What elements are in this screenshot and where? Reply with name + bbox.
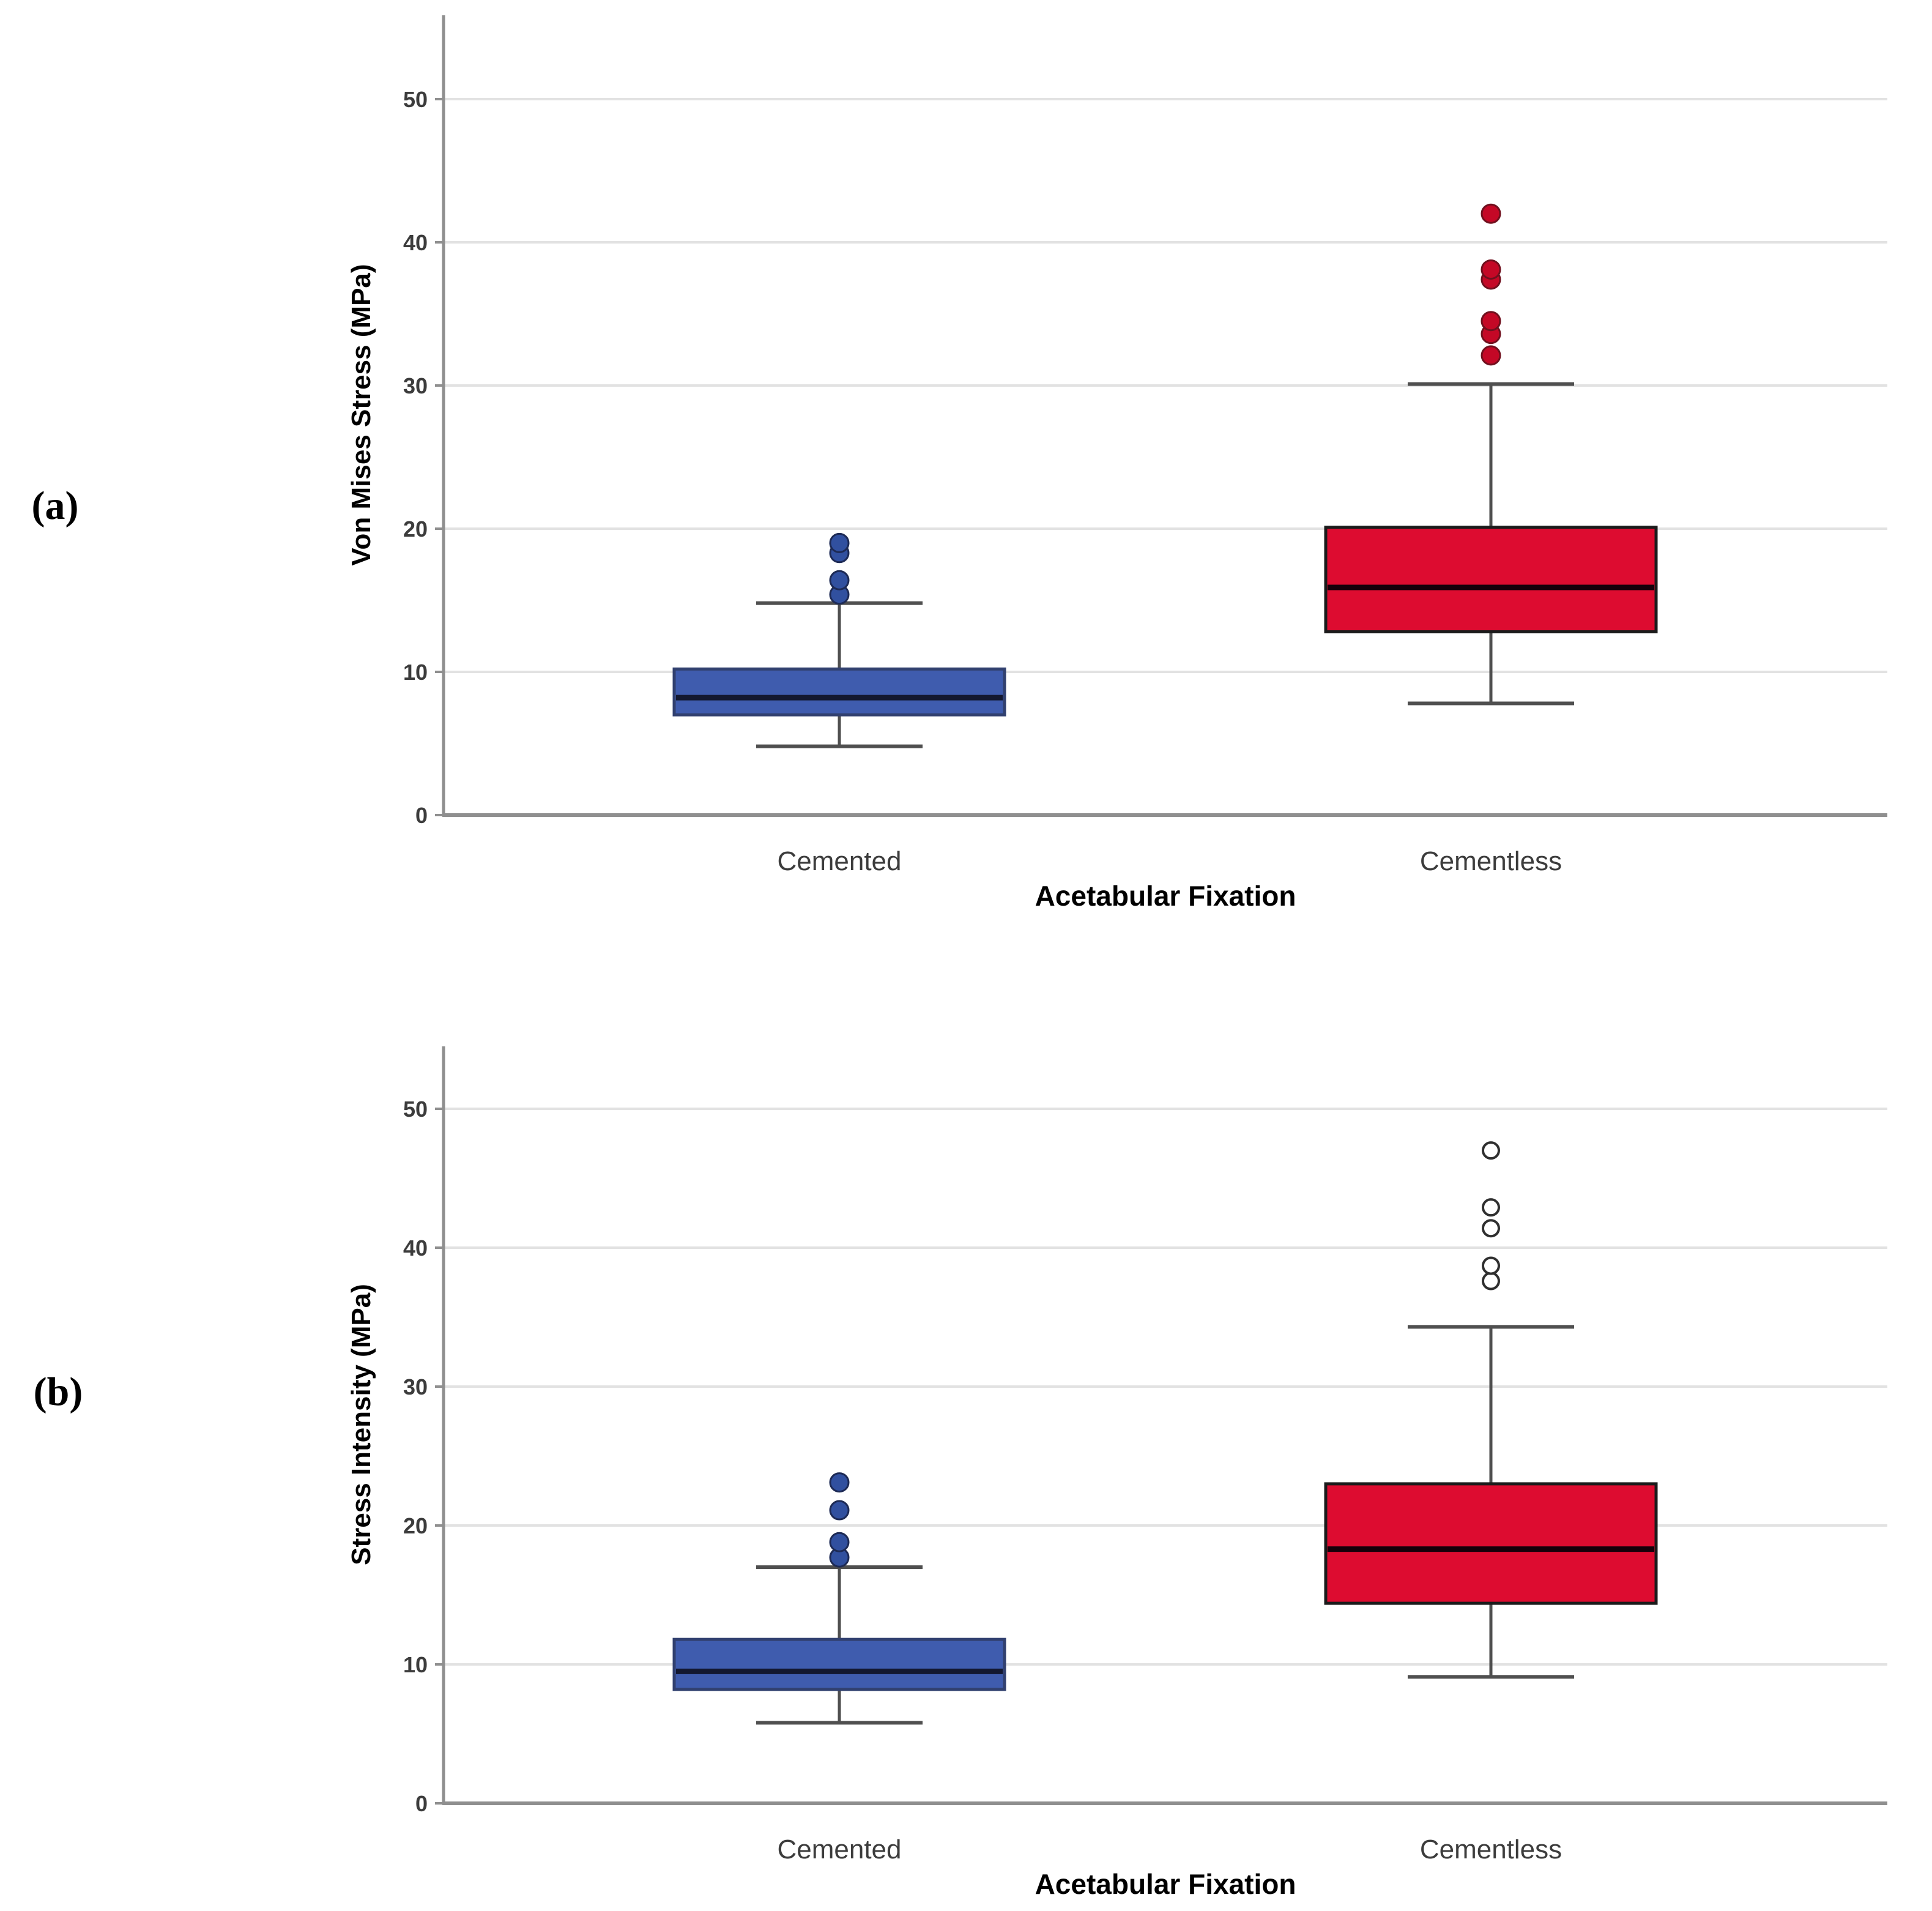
box-cementless — [1324, 1482, 1658, 1605]
category-label: Cemented — [777, 846, 901, 876]
outlier-dot — [829, 570, 850, 590]
outlier-dot — [829, 532, 850, 553]
y-tick-label: 30 — [403, 373, 428, 398]
y-tick-label: 10 — [403, 1652, 428, 1677]
y-tick-label: 20 — [403, 516, 428, 542]
y-axis-title: Von Mises Stress (MPa) — [346, 264, 376, 565]
outlier-dot — [829, 1472, 850, 1493]
x-axis-title: Acetabular Fixation — [1035, 880, 1296, 912]
y-tick-label: 20 — [403, 1513, 428, 1538]
category-label: Cementless — [1420, 1835, 1562, 1864]
outlier-dot — [1481, 345, 1501, 366]
y-tick-label: 40 — [403, 1235, 428, 1261]
y-tick-label: 0 — [415, 803, 428, 828]
outlier-open-circle — [1482, 1272, 1500, 1291]
y-tick-label: 30 — [403, 1374, 428, 1399]
box-cementless — [1324, 526, 1658, 633]
y-tick-label: 40 — [403, 230, 428, 255]
box-cemented — [672, 667, 1006, 717]
box-cemented — [672, 1637, 1006, 1691]
panel-b-label: (b) — [33, 1369, 83, 1414]
outlier-dot — [1481, 203, 1501, 224]
panel-a-label: (a) — [31, 483, 79, 528]
y-tick-label: 50 — [403, 1097, 428, 1122]
y-tick-label: 10 — [403, 660, 428, 685]
outlier-dot — [1481, 311, 1501, 332]
y-tick-label: 0 — [415, 1791, 428, 1816]
outlier-open-circle — [1482, 1141, 1500, 1160]
outlier-open-circle — [1482, 1198, 1500, 1217]
category-label: Cemented — [777, 1835, 901, 1864]
x-axis-title: Acetabular Fixation — [1035, 1868, 1296, 1900]
outlier-open-circle — [1482, 1256, 1500, 1275]
outlier-dot — [829, 1500, 850, 1521]
outlier-dot — [829, 1532, 850, 1552]
y-tick-label: 50 — [403, 87, 428, 112]
outlier-dot — [1481, 259, 1501, 280]
outlier-open-circle — [1482, 1219, 1500, 1238]
y-axis-title: Stress Intensity (MPa) — [346, 1284, 376, 1565]
category-label: Cementless — [1420, 846, 1562, 876]
